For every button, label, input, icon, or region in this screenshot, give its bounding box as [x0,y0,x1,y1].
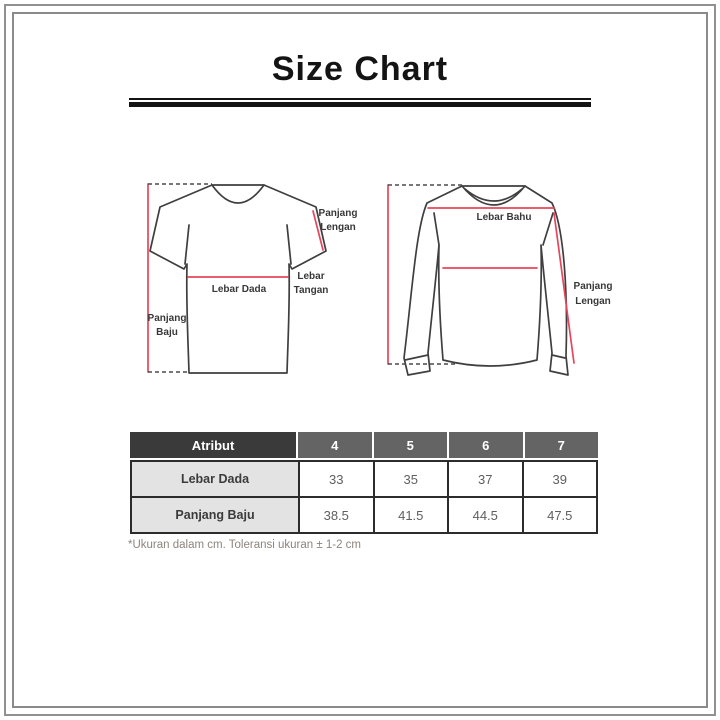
chest-width-label: Lebar Dada [212,284,267,295]
long-sleeve-measure-line [553,212,575,364]
sweater-right-cuff-line [551,354,566,359]
long-sleeve-length-label-line1: Panjang [574,281,613,292]
long-sleeve-length-label-line2: Lengan [575,296,611,307]
sweater-left-sleeve-seam [433,212,440,246]
sweater-collar-inner-arc [464,188,523,202]
table-header-atribut: Atribut [130,432,296,458]
sleeve-length-label-line2: Lengan [320,222,356,233]
lebar-dada-size-7: 39 [523,462,596,496]
lebar-dada-size-5: 35 [374,462,447,496]
title-underline-thin [129,98,591,100]
panjang-baju-size-6: 44.5 [449,498,522,532]
sleeve-length-measure-line [312,210,324,251]
size-table-header-row: Atribut 4 5 6 7 [130,432,598,458]
short-sleeve-diagram: Panjang Lengan Lebar Tangan Lebar Dada P… [128,163,390,408]
sleeve-length-label-line1: Panjang [319,208,358,219]
shirt-length-label-line1: Panjang [148,313,187,324]
tshirt-left-sleeve-seam [184,224,190,265]
shoulder-width-label: Lebar Bahu [476,212,531,223]
table-header-size-5: 5 [373,432,447,458]
lebar-dada-size-4: 33 [300,462,373,496]
panjang-baju-size-5: 41.5 [374,498,447,532]
title-underline-thick [129,102,591,107]
hand-width-label-line2: Tangan [294,285,329,296]
shirt-length-label-line2: Baju [156,327,178,338]
title-underline [129,98,591,107]
table-header-size-7: 7 [524,432,598,458]
sweater-right-sleeve-seam [542,212,554,246]
size-tolerance-footnote: *Ukuran dalam cm. Toleransi ukuran ± 1-2… [128,539,361,551]
tshirt-right-sleeve-seam [286,224,292,265]
hand-width-label-line1: Lebar [297,271,324,282]
row-label-lebar-dada: Lebar Dada [132,462,298,496]
page-title: Size Chart [271,50,449,88]
sweater-left-cuff-line [404,354,429,361]
size-table-body: Lebar Dada 33 35 37 39 Panjang Baju 38.5… [130,460,598,534]
long-sleeve-diagram: Lebar Bahu Panjang Lengan [378,163,630,413]
table-header-size-4: 4 [298,432,372,458]
lebar-dada-size-6: 37 [449,462,522,496]
sweater-outline [403,185,569,376]
row-label-panjang-baju: Panjang Baju [132,498,298,532]
tshirt-outline [149,184,327,374]
size-table: Atribut 4 5 6 7 Lebar Dada 33 35 37 39 P… [130,432,598,534]
panjang-baju-size-7: 47.5 [523,498,596,532]
table-header-size-6: 6 [449,432,523,458]
panjang-baju-size-4: 38.5 [300,498,373,532]
